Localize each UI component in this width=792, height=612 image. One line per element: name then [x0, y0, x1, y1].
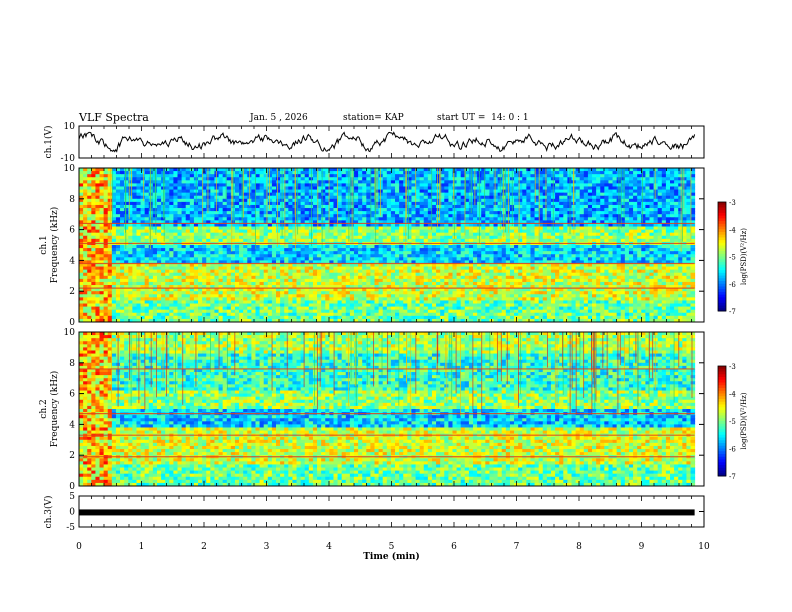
- spec1-ytick-label: 8: [69, 195, 75, 205]
- spec1-colorbar-tick: -5: [729, 254, 736, 262]
- spec2-ylabel-freq: Frequency (kHz): [49, 371, 60, 448]
- spec1-colorbar-tick: -7: [729, 308, 736, 316]
- spec1-colorbar-label: log(PSD)(V²/Hz): [740, 228, 748, 285]
- spec1-ylabel-channel: ch.1: [39, 235, 49, 254]
- xtick-label: 9: [639, 542, 645, 552]
- ch1-ytick-label: -10: [61, 154, 76, 164]
- spec2-ytick-label: 10: [64, 328, 76, 338]
- ch1-ylabel: ch.1(V): [43, 126, 54, 159]
- xtick-label: 3: [264, 542, 270, 552]
- spec2-colorbar-tick: -6: [729, 446, 736, 454]
- xtick-label: 7: [514, 542, 520, 552]
- xtick-label: 10: [698, 542, 710, 552]
- chart-title: VLF Spectra: [79, 111, 149, 124]
- ch1-ytick-label: 10: [64, 122, 76, 132]
- xtick-label: 4: [326, 542, 332, 552]
- spec2-colorbar-frame: [717, 365, 727, 477]
- ch3-ylabel: ch.3(V): [43, 496, 54, 529]
- ch3-trace-line: [79, 509, 695, 516]
- spec1-colorbar-frame: [717, 201, 727, 312]
- spec1-ylabel-freq: Frequency (kHz): [49, 207, 60, 284]
- xtick-label: 5: [389, 542, 395, 552]
- spec1-colorbar-tick: -6: [729, 281, 736, 289]
- spec2-ytick-label: 6: [69, 390, 75, 400]
- spec1-ytick-label: 0: [69, 318, 75, 328]
- spec1-colorbar-tick: -3: [729, 199, 736, 207]
- xtick-label: 2: [201, 542, 207, 552]
- spec1-ytick-label: 6: [69, 226, 75, 236]
- spec1-ytick-label: 2: [69, 287, 75, 297]
- spec2-colorbar-tick: -5: [729, 418, 736, 426]
- spec1-colorbar: [718, 202, 726, 312]
- spec2-ytick-label: 4: [69, 420, 75, 430]
- ch2-spectrogram-cells: [79, 332, 696, 487]
- spec2-colorbar: [718, 366, 726, 477]
- spec1-colorbar-tick: -4: [729, 226, 736, 234]
- spec2-colorbar-tick: -4: [729, 391, 736, 399]
- xtick-label: 0: [76, 542, 82, 552]
- xtick-label: 8: [576, 542, 582, 552]
- spec1-ytick-label: 4: [69, 256, 75, 266]
- station-label: station= KAP: [343, 113, 404, 123]
- spec2-ylabel-channel: ch.2: [39, 399, 49, 418]
- ch3-ytick-label: 5: [69, 492, 75, 502]
- spec2-colorbar-tick: -3: [729, 363, 736, 371]
- date-label: Jan. 5 , 2026: [250, 113, 308, 123]
- spec2-ytick-label: 0: [69, 482, 75, 492]
- ch1-waveform-line: [78, 131, 696, 153]
- start-time-label: start UT = 14: 0 : 1: [437, 113, 529, 123]
- spec2-colorbar-tick: -7: [729, 473, 736, 481]
- spec1-ytick-label: 10: [64, 164, 76, 174]
- spec2-ytick-label: 2: [69, 451, 75, 461]
- xtick-label: 6: [451, 542, 457, 552]
- xaxis-label: Time (min): [363, 551, 420, 562]
- spec2-colorbar-label: log(PSD)(V²/Hz): [740, 392, 748, 449]
- ch3-ytick-label: 0: [69, 508, 75, 518]
- spec2-ytick-label: 8: [69, 359, 75, 369]
- ch3-ytick-label: -5: [66, 523, 75, 533]
- xtick-label: 1: [139, 542, 145, 552]
- ch1-spectrogram-cells: [79, 168, 696, 323]
